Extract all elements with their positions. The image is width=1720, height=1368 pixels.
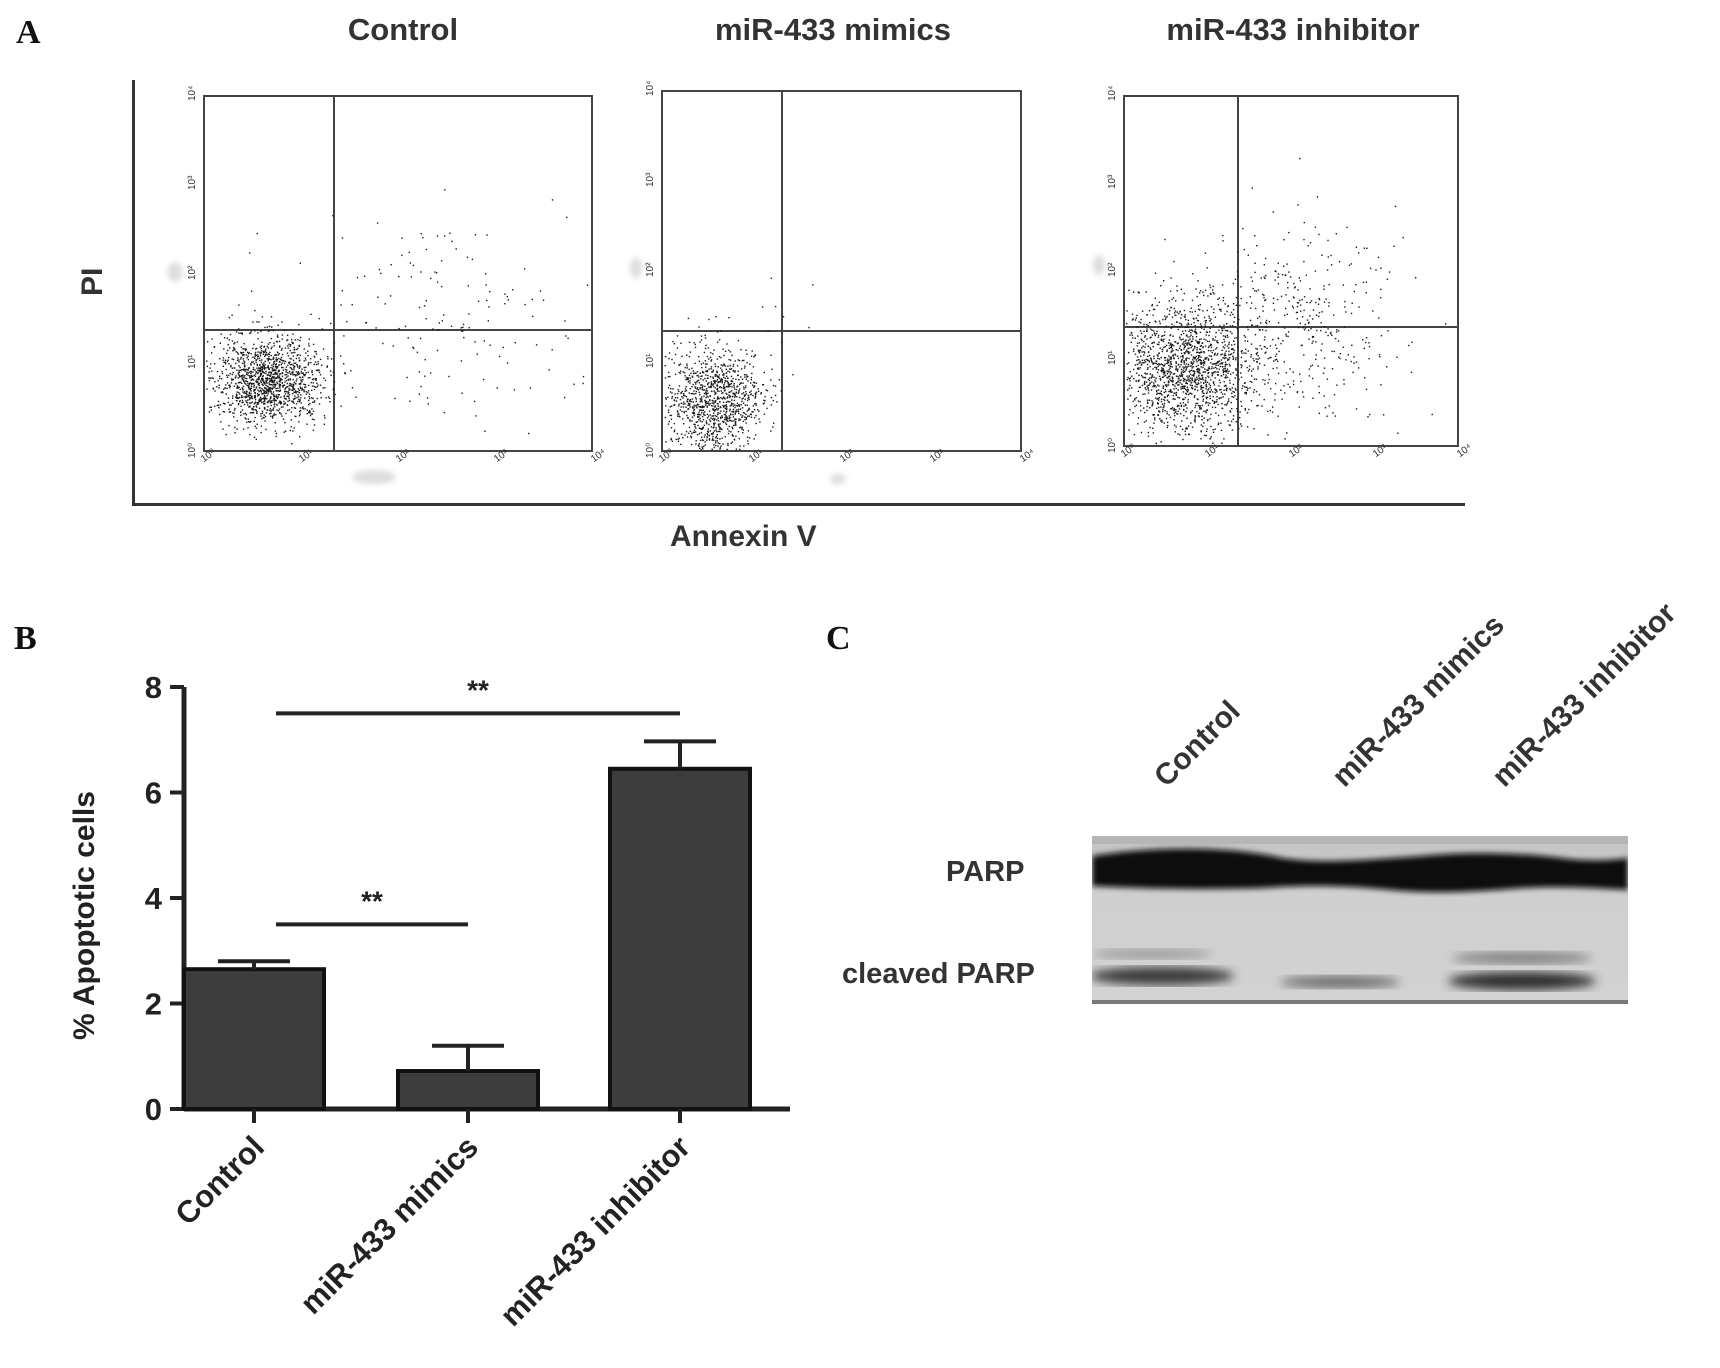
error-bar bbox=[644, 739, 716, 769]
flow-dots-inhibitor bbox=[1126, 157, 1447, 445]
panel-letter-a: A bbox=[16, 14, 41, 51]
flow-y-tick-label: 10² bbox=[645, 262, 656, 277]
significance-label: ** bbox=[361, 885, 383, 916]
bar bbox=[608, 766, 752, 1111]
flow-y-tick-label: 10⁴ bbox=[645, 80, 656, 96]
band-label-cleaved-parp: cleaved PARP bbox=[842, 958, 1035, 990]
flow-plot-control bbox=[203, 95, 593, 452]
flow-y-tick-label: 10⁴ bbox=[187, 85, 198, 101]
flow-title-inhibitor: miR-433 inhibitor bbox=[1166, 12, 1420, 47]
bar bbox=[396, 1069, 540, 1111]
bar bbox=[182, 967, 326, 1111]
flow-y-tick-label: 10² bbox=[1107, 262, 1118, 277]
western-blot-image bbox=[1092, 836, 1628, 1004]
bar-y-tick-label: 4 bbox=[145, 881, 163, 916]
apoptosis-bar-chart: % Apoptotic cells 0 2 4 6 8 Control miR-433 m… bbox=[68, 670, 790, 1333]
flow-y-tick-label: 10⁰ bbox=[1107, 437, 1118, 453]
lane-label-inhibitor: miR-433 inhibitor bbox=[1485, 596, 1683, 794]
flow-plot-inhibitor bbox=[1123, 95, 1459, 447]
flow-dots-control bbox=[206, 189, 589, 445]
flow-y-tick-label: 10⁰ bbox=[187, 442, 198, 458]
bar-category-label: miR-433 inhibitor bbox=[493, 1129, 697, 1333]
flow-y-tick-label: 10¹ bbox=[1107, 350, 1118, 365]
error-bar bbox=[218, 959, 290, 970]
flow-x-axis-line bbox=[132, 503, 1465, 506]
significance-label: ** bbox=[467, 674, 489, 705]
flow-y-tick-label: 10¹ bbox=[187, 354, 198, 369]
flow-y-tick-label: 10¹ bbox=[645, 353, 656, 368]
lane-label-mimics: miR-433 mimics bbox=[1325, 608, 1511, 794]
bar-y-tick-label: 6 bbox=[145, 776, 162, 811]
panel-letter-c: C bbox=[826, 620, 851, 657]
flow-y-tick-label: 10⁴ bbox=[1107, 85, 1118, 101]
lane-label-control: Control bbox=[1147, 694, 1247, 794]
bar-y-tick-label: 2 bbox=[145, 987, 162, 1022]
flow-y-tick-label: 10³ bbox=[645, 172, 656, 187]
flow-title-control: Control bbox=[347, 12, 459, 47]
flow-plot-mimics bbox=[661, 90, 1022, 452]
flow-y-axis-label: PI bbox=[76, 267, 109, 296]
band-label-parp: PARP bbox=[946, 856, 1025, 888]
flow-y-tick-label: 10³ bbox=[1107, 174, 1118, 189]
flow-y-tick-label: 10⁰ bbox=[645, 442, 656, 458]
flow-y-tick-label: 10³ bbox=[187, 175, 198, 191]
flow-y-tick-label: 10² bbox=[187, 265, 198, 280]
bar-y-tick-label: 8 bbox=[145, 670, 162, 705]
flow-y-axis-line bbox=[132, 80, 135, 506]
bar-y-axis-label: % Apoptotic cells bbox=[68, 791, 101, 1040]
flow-title-mimics: miR-433 mimics bbox=[714, 12, 952, 47]
error-bar bbox=[432, 1043, 504, 1072]
flow-dots-mimics bbox=[664, 277, 814, 450]
bar-category-label: Control bbox=[168, 1129, 271, 1232]
bar-y-tick-label: 0 bbox=[145, 1092, 162, 1127]
bar-category-label: miR-433 mimics bbox=[293, 1129, 485, 1321]
flow-x-axis-label: Annexin V bbox=[670, 520, 817, 553]
panel-letter-b: B bbox=[14, 620, 37, 657]
